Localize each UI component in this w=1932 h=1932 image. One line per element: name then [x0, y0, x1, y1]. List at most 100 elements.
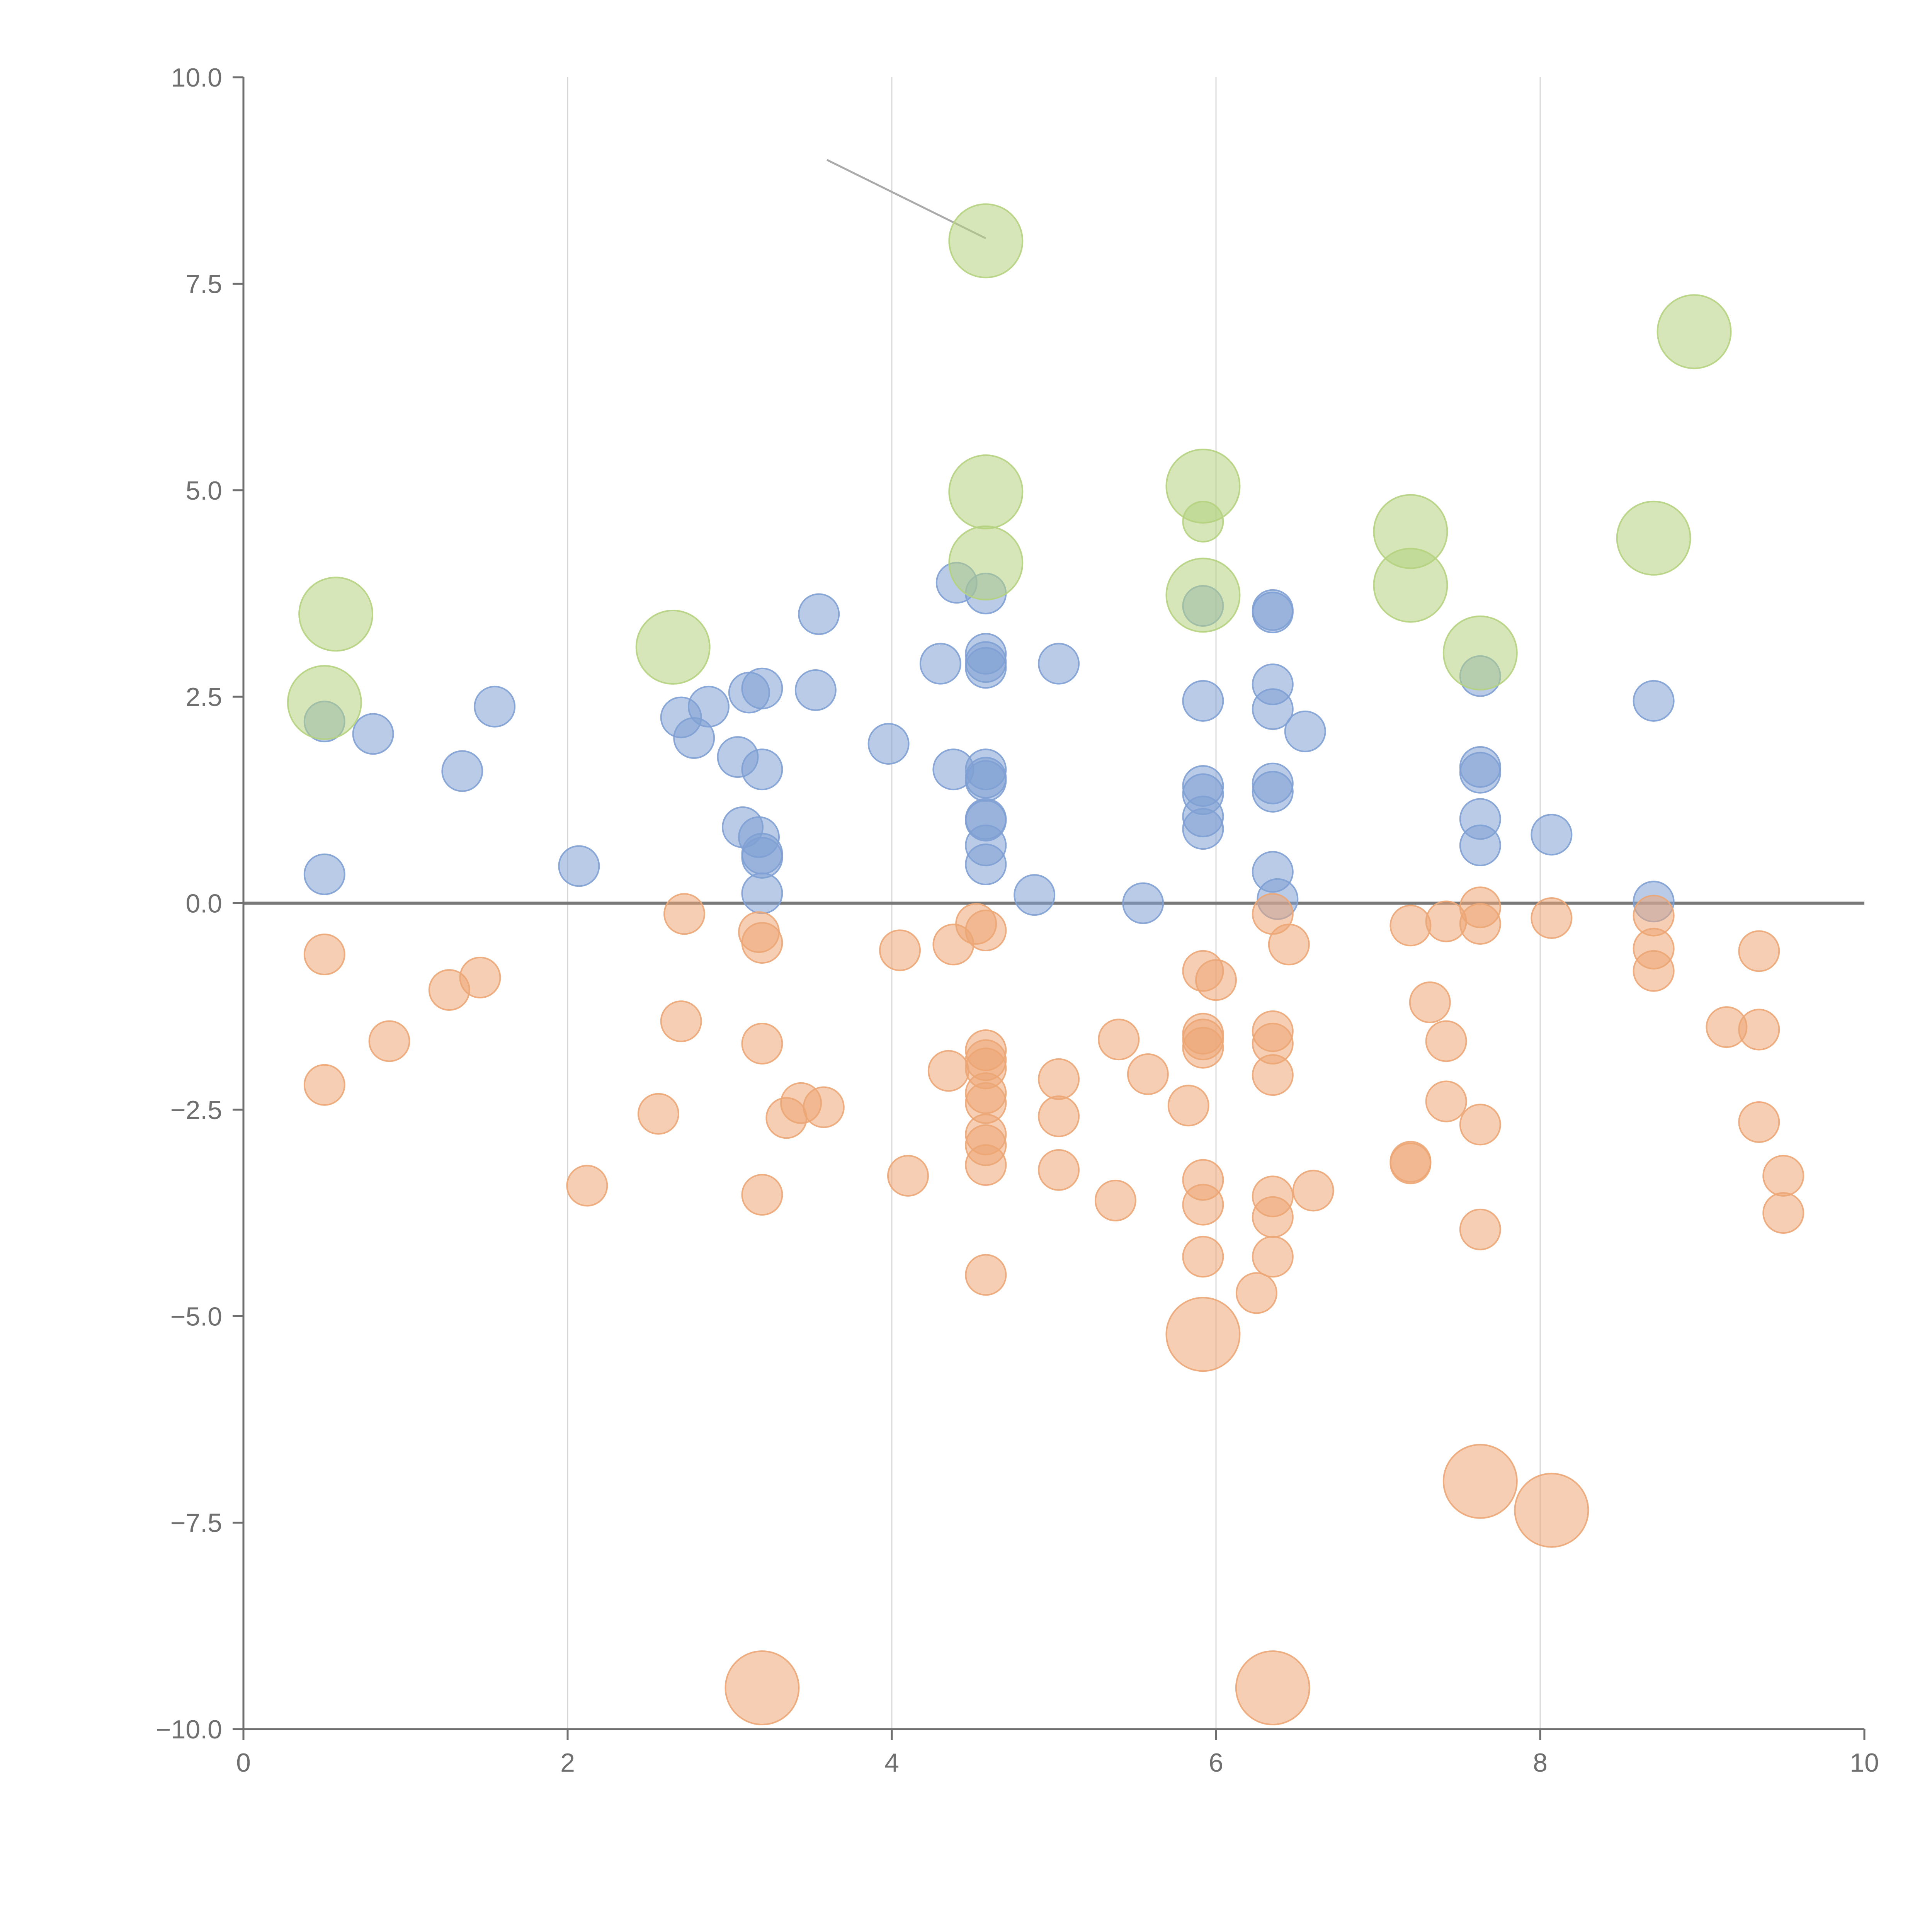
- orange-point: [1182, 1027, 1224, 1069]
- blue-point: [1252, 592, 1294, 634]
- orange-point: [660, 1000, 702, 1043]
- blue-point: [1122, 882, 1164, 924]
- axes-layer: [233, 76, 1866, 1740]
- orange-large-point: [1442, 1444, 1518, 1519]
- blue-point: [794, 669, 837, 711]
- x-tick-label: 4: [884, 1748, 899, 1777]
- orange-point: [1531, 897, 1573, 939]
- green-point: [287, 665, 362, 740]
- y-tick-label: −2.5: [170, 1095, 222, 1125]
- blue-point: [303, 853, 345, 895]
- blue-point: [741, 837, 783, 879]
- orange-point: [1762, 1155, 1804, 1197]
- green-point: [948, 454, 1024, 530]
- green-point: [635, 609, 711, 685]
- y-tick-label: 10.0: [171, 63, 222, 92]
- orange-point: [741, 1174, 783, 1216]
- orange-point: [637, 1093, 679, 1135]
- orange-point: [368, 1020, 410, 1062]
- x-tick-label: 10: [1850, 1748, 1879, 1777]
- orange-point: [965, 910, 1007, 952]
- orange-point: [1038, 1058, 1080, 1100]
- orange-point: [1459, 903, 1501, 945]
- orange-point: [1738, 1009, 1780, 1051]
- x-tick-label: 0: [236, 1748, 251, 1777]
- orange-large-point: [724, 1650, 800, 1726]
- orange-point: [1633, 950, 1675, 992]
- blue-point: [741, 667, 783, 709]
- orange-point: [879, 929, 921, 971]
- blue-point: [1633, 680, 1675, 722]
- x-tick-label: 8: [1533, 1748, 1548, 1777]
- orange-point: [1409, 981, 1451, 1023]
- y-tick-label: 5.0: [185, 476, 222, 505]
- x-tick-label: 2: [560, 1748, 575, 1777]
- orange-point: [1389, 905, 1432, 947]
- orange-point: [1762, 1192, 1804, 1234]
- green-point: [948, 203, 1024, 279]
- orange-point: [1127, 1053, 1169, 1095]
- y-tick-label: −10.0: [156, 1715, 222, 1744]
- x-tick-label: 6: [1209, 1748, 1223, 1777]
- orange-large-point: [1235, 1650, 1310, 1726]
- blue-point: [1182, 808, 1224, 850]
- orange-point: [1389, 1142, 1432, 1184]
- blue-point: [474, 685, 516, 728]
- blue-point: [1182, 680, 1224, 722]
- points-layer: [287, 203, 1804, 1726]
- orange-point: [1195, 959, 1237, 1001]
- blue-point: [1284, 710, 1326, 752]
- orange-point: [965, 1144, 1007, 1186]
- orange-point: [1038, 1149, 1080, 1191]
- blue-point: [687, 685, 730, 728]
- green-point: [298, 577, 374, 652]
- y-tick-label: 7.5: [185, 269, 222, 299]
- blue-point: [919, 643, 961, 685]
- orange-point: [1252, 1054, 1294, 1096]
- green-point: [1616, 500, 1691, 576]
- orange-point: [1182, 1236, 1224, 1278]
- orange-point: [741, 1022, 783, 1065]
- blue-point: [965, 844, 1007, 886]
- orange-point: [1738, 1101, 1780, 1143]
- orange-point: [803, 1086, 845, 1128]
- orange-point: [303, 1064, 345, 1106]
- y-tick-label: −7.5: [170, 1509, 222, 1538]
- y-tick-label: 0.0: [185, 889, 222, 918]
- blue-point: [1252, 770, 1294, 813]
- orange-point: [927, 1050, 969, 1092]
- blue-point: [558, 845, 600, 887]
- y-tick-label: −5.0: [170, 1302, 222, 1331]
- orange-point: [965, 1254, 1007, 1296]
- orange-point: [1292, 1170, 1334, 1212]
- green-small-point: [1182, 500, 1224, 543]
- orange-point: [663, 893, 706, 935]
- orange-point: [303, 934, 345, 976]
- orange-point: [1459, 1208, 1501, 1250]
- orange-point: [1738, 930, 1780, 972]
- orange-point: [1235, 1272, 1277, 1314]
- orange-point: [1425, 1080, 1467, 1122]
- green-point: [1373, 548, 1448, 623]
- orange-large-point: [1514, 1473, 1589, 1548]
- orange-point: [1094, 1180, 1136, 1221]
- blue-point: [1252, 688, 1294, 730]
- orange-point: [1167, 1085, 1209, 1127]
- orange-point: [1038, 1095, 1080, 1137]
- orange-point: [887, 1155, 929, 1197]
- blue-point: [441, 750, 483, 792]
- blue-point: [1459, 752, 1501, 794]
- orange-point: [1459, 1104, 1501, 1146]
- tick-label-layer: 0 2 4 6 8 10 10.0 7.5 5.0 2.5 0.0 −2.5 −5.0 −7.5 −10.0: [156, 63, 1879, 1777]
- blue-point: [965, 647, 1007, 689]
- blue-point: [1038, 643, 1080, 685]
- green-point: [1656, 294, 1732, 369]
- blue-point: [741, 872, 783, 914]
- blue-point: [1459, 824, 1501, 866]
- green-point: [1165, 558, 1241, 633]
- blue-point: [1014, 874, 1056, 916]
- green-point: [948, 525, 1024, 600]
- orange-point: [741, 922, 783, 964]
- blue-point: [867, 723, 910, 765]
